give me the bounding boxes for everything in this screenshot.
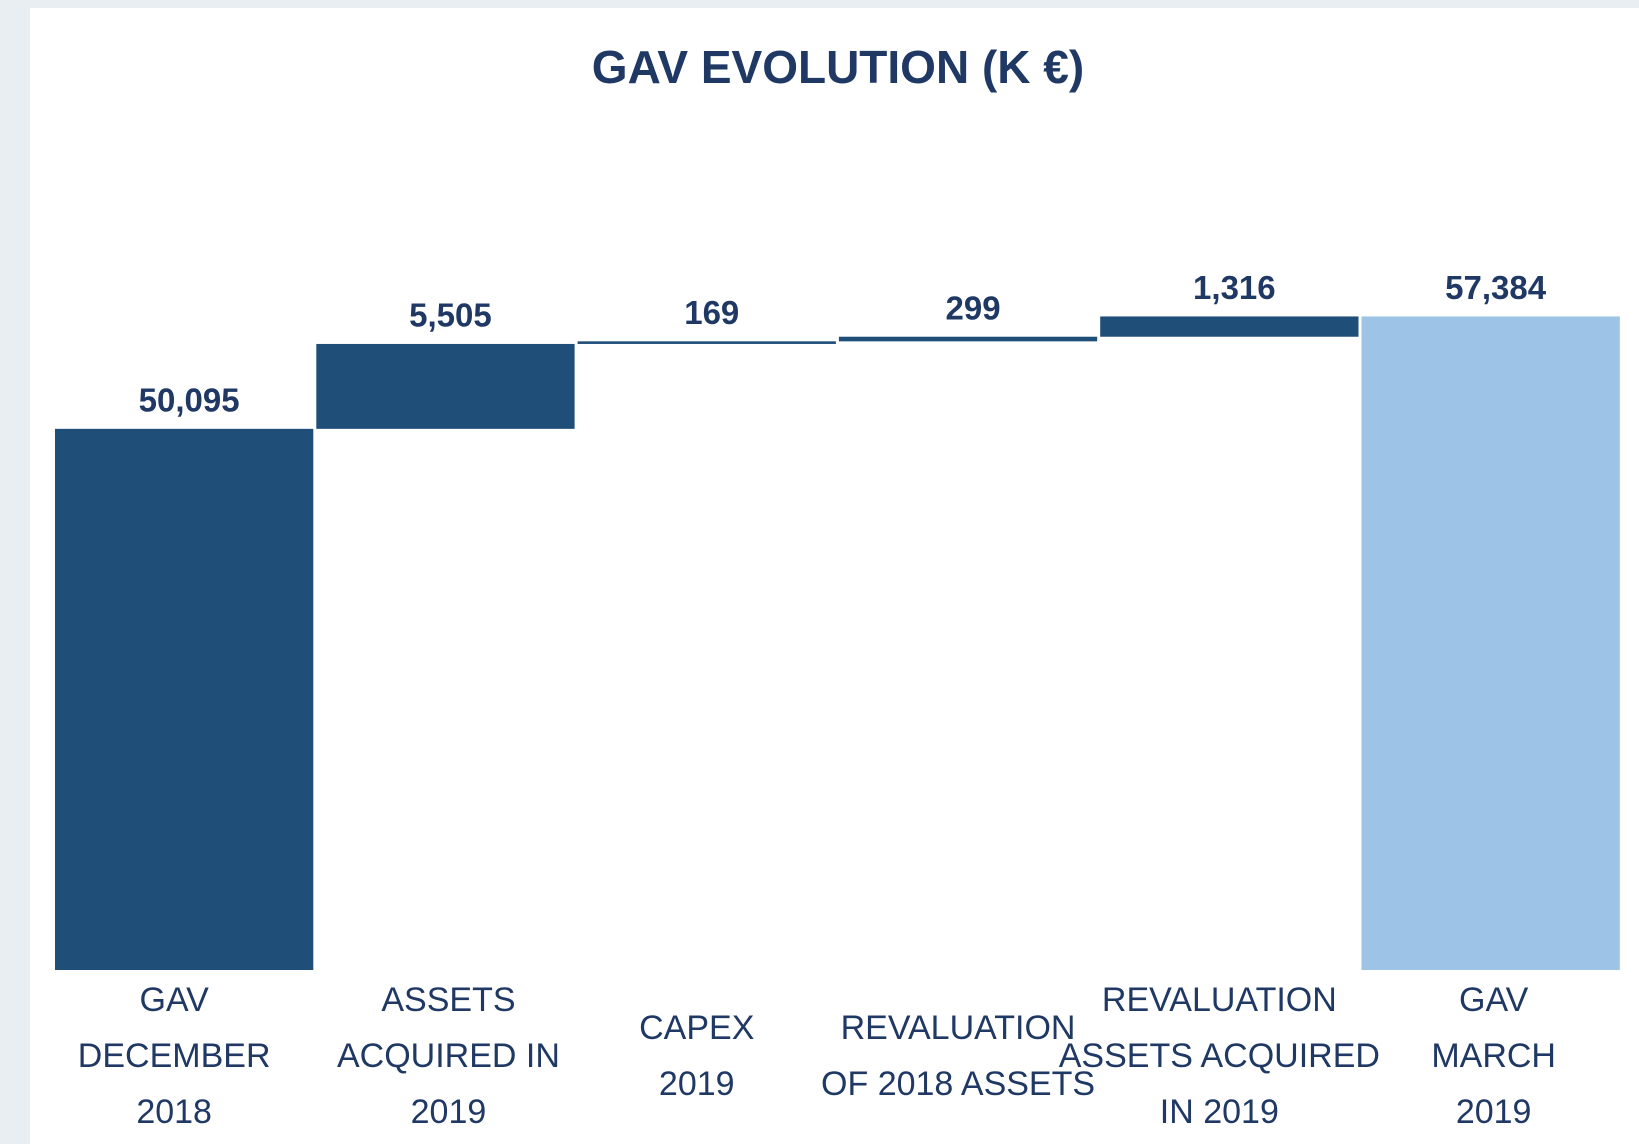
x-tick-label: GAV <box>140 981 210 1019</box>
x-tick-label: REVALUATION <box>1102 981 1337 1019</box>
x-tick-label: DECEMBER <box>78 1037 271 1075</box>
bar <box>577 341 836 344</box>
x-tick-label: ACQUIRED IN <box>337 1037 560 1075</box>
bar <box>1100 316 1359 337</box>
x-tick-label: OF 2018 ASSETS <box>821 1065 1095 1103</box>
x-tick-label: MARCH <box>1431 1037 1556 1075</box>
x-tick-label: CAPEX <box>639 1009 754 1047</box>
value-label: 169 <box>684 294 739 331</box>
value-label: 57,384 <box>1445 269 1547 306</box>
value-label: 299 <box>946 289 1001 326</box>
value-label: 5,505 <box>409 297 492 334</box>
bar <box>316 343 575 429</box>
x-tick-label: IN 2019 <box>1160 1093 1279 1131</box>
x-tick-label: REVALUATION <box>841 1009 1076 1047</box>
x-tick-label: 2018 <box>136 1093 212 1131</box>
x-tick-label: ASSETS <box>381 981 515 1019</box>
bar <box>1361 316 1620 970</box>
x-tick-label: ASSETS ACQUIRED <box>1059 1037 1380 1075</box>
x-tick-label: 2019 <box>411 1093 487 1131</box>
chart-title: GAV EVOLUTION (K €) <box>592 41 1084 93</box>
x-tick-label: GAV <box>1459 981 1529 1019</box>
x-tick-label: 2019 <box>659 1065 735 1103</box>
bar <box>55 428 314 971</box>
x-tick-label: 2019 <box>1456 1093 1532 1131</box>
bar <box>838 336 1098 342</box>
value-label: 1,316 <box>1193 269 1276 306</box>
value-label: 50,095 <box>139 382 240 419</box>
